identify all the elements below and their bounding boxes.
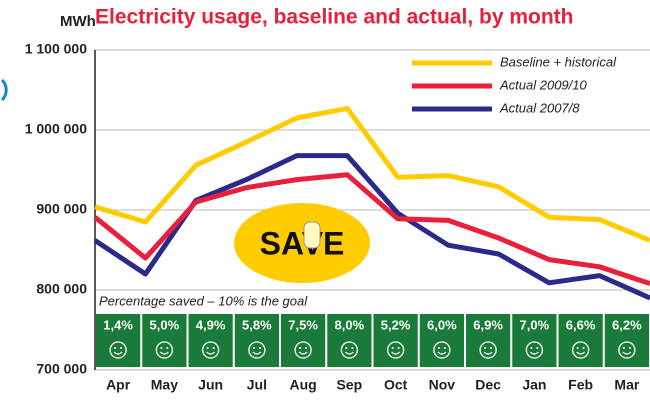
chart: MWh Electricity usage, baseline and actu…: [0, 0, 650, 401]
savings-value: 4,9%: [196, 317, 226, 332]
line: [95, 156, 650, 298]
smiley-eye: [629, 347, 631, 349]
savings-value: 5,2%: [381, 317, 411, 332]
smiley-eye: [577, 347, 579, 349]
savings-value: 7,5%: [288, 317, 318, 332]
x-tick-label: Jan: [522, 377, 546, 393]
smiley-eye: [207, 347, 209, 349]
y-tick-label: 900 000: [36, 201, 87, 217]
savings-label: Percentage saved – 10% is the goal: [99, 293, 308, 308]
savings-value: 6,6%: [566, 317, 596, 332]
smiley-eye: [398, 347, 400, 349]
savings-value: 5,8%: [242, 317, 272, 332]
badge: SAVE: [260, 225, 345, 261]
smiley-eye: [392, 347, 394, 349]
x-tick-label: Aug: [290, 377, 317, 393]
savings-value: 5,0%: [150, 317, 180, 332]
x-tick-label: Feb: [568, 377, 593, 393]
smiley-eye: [213, 347, 215, 349]
x-tick-label: Jul: [247, 377, 267, 393]
chart-title: Electricity usage, baseline and actual, …: [95, 6, 573, 29]
x-tick-label: Dec: [475, 377, 501, 393]
y-tick-label: 800 000: [36, 281, 87, 297]
smiley-eye: [623, 347, 625, 349]
smiley-eye: [299, 347, 301, 349]
smiley-eye: [490, 347, 492, 349]
smiley-eye: [351, 347, 353, 349]
x-tick-label: Sep: [337, 377, 363, 393]
smiley-eye: [345, 347, 347, 349]
smiley-eye: [583, 347, 585, 349]
savings-value: 6,2%: [612, 317, 642, 332]
smiley-eye: [253, 347, 255, 349]
smiley-eye: [120, 347, 122, 349]
smiley-eye: [259, 347, 261, 349]
y-tick-label: 1 100 000: [25, 41, 87, 57]
savings-value: 6,9%: [473, 317, 503, 332]
y-axis-label: MWh: [60, 13, 96, 30]
smiley-eye: [444, 347, 446, 349]
x-tick-label: Jun: [198, 377, 223, 393]
smiley-eye: [160, 347, 162, 349]
legend-label: Actual 2009/10: [499, 77, 588, 92]
decoration: [2, 80, 6, 100]
smiley-eye: [536, 347, 538, 349]
savings-value: 7,0%: [520, 317, 550, 332]
legend-label: Baseline + historical: [500, 54, 617, 69]
smiley-eye: [305, 347, 307, 349]
smiley-eye: [438, 347, 440, 349]
x-tick-label: Nov: [429, 377, 456, 393]
savings-value: 8,0%: [335, 317, 365, 332]
y-tick-label: 1 000 000: [25, 121, 87, 137]
smiley-eye: [114, 347, 116, 349]
bulb: [304, 222, 320, 248]
x-tick-label: May: [151, 377, 178, 393]
savings-value: 1,4%: [103, 317, 133, 332]
smiley-eye: [166, 347, 168, 349]
x-tick-label: Apr: [106, 377, 131, 393]
legend-label: Actual 2007/8: [499, 100, 580, 115]
y-tick-label: 700 000: [36, 361, 87, 377]
smiley-eye: [530, 347, 532, 349]
smiley-eye: [484, 347, 486, 349]
x-tick-label: Mar: [614, 377, 639, 393]
x-tick-label: Oct: [384, 377, 408, 393]
savings-value: 6,0%: [427, 317, 457, 332]
